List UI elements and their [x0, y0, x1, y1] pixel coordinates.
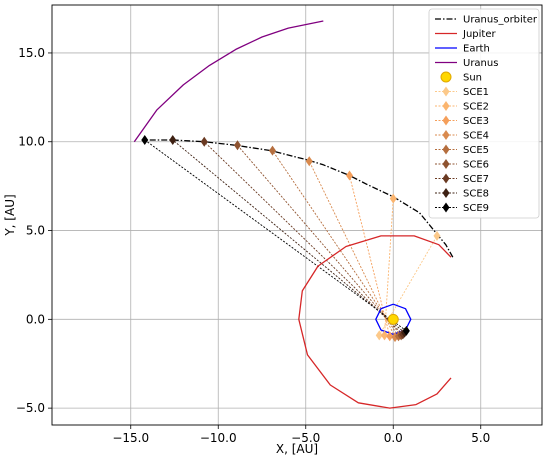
sce-start-marker [386, 331, 394, 342]
legend-label: Sun [463, 73, 482, 84]
legend-label: SCE6 [463, 160, 489, 171]
legend-diamond-handle [442, 188, 450, 198]
sce-transfer-line [308, 161, 396, 338]
y-tick-label: 0.0 [26, 312, 45, 326]
legend-diamond-handle [442, 202, 450, 213]
sce-transfer-line [172, 139, 405, 333]
legend-diamond-handle [442, 144, 450, 155]
sce-start-marker [402, 325, 410, 336]
legend-label: Uranus_orbiter [463, 15, 538, 26]
legend-diamond-handle [442, 86, 450, 97]
sce-start-marker [375, 330, 383, 341]
x-tick-label: −10.0 [200, 431, 237, 445]
legend-diamond-handle [442, 159, 450, 169]
sce-start-marker [381, 330, 388, 341]
plot-frame [51, 4, 543, 426]
legend-label: Uranus [463, 58, 498, 69]
sce-transfer-line [203, 141, 404, 335]
legend-diamond-handle [442, 101, 450, 111]
legend-box [428, 8, 540, 219]
legend-sun-handle [440, 71, 452, 83]
legend-label: SCE1 [463, 87, 489, 98]
x-tick-label: −5.0 [291, 431, 320, 445]
sce-end-marker [389, 193, 397, 204]
series-line-uranus [133, 20, 324, 143]
sun-marker [387, 313, 399, 325]
ticks: −15.0 −10.0 −5.0 0.0 5.0 −5.0 0.0 5.0 10.0 15.0 [16, 46, 490, 445]
series-line-earth [375, 303, 412, 336]
sce-end-marker [269, 145, 276, 156]
y-tick-label: 15.0 [18, 46, 45, 60]
series-line-jupiter [298, 235, 452, 409]
marker-layer [141, 134, 441, 343]
series-line-uranus-orbiter [144, 139, 454, 258]
legend-label: SCE5 [463, 145, 489, 156]
sce-transfer-line [272, 150, 399, 337]
legend-label: SCE4 [463, 131, 489, 142]
sce-end-marker [305, 156, 313, 167]
legend-diamond-handle [442, 115, 450, 126]
legend-label: Earth [463, 44, 490, 55]
x-tick-label: 0.0 [384, 431, 403, 445]
legend-label: SCE9 [463, 203, 489, 214]
y-axis-label: Y, [AU] [3, 194, 17, 236]
legend-diamond-handle [442, 173, 450, 184]
sce-transfer-line [144, 139, 407, 332]
legend: Uranus_orbiter Jupiter Earth Uranus Sun SCE1 S… [428, 8, 540, 219]
y-tick-label: −5.0 [16, 401, 45, 415]
sce-end-marker [141, 134, 149, 145]
x-axis-label: X, [AU] [276, 442, 318, 456]
legend-label: SCE2 [463, 102, 489, 113]
legend-label: SCE3 [463, 116, 489, 127]
x-tick-label: 5.0 [471, 431, 490, 445]
legend-diamond-handle [442, 130, 450, 140]
sce-end-marker [433, 230, 441, 241]
sce-end-marker [169, 134, 177, 145]
y-tick-label: 10.0 [18, 135, 45, 149]
sce-end-marker [200, 136, 208, 147]
legend-label: SCE7 [463, 174, 489, 185]
sce-transfer-line [384, 198, 394, 336]
legend-label: SCE8 [463, 189, 489, 200]
series-layer [133, 20, 454, 409]
sce-end-marker [346, 170, 353, 181]
sce-end-marker [234, 140, 241, 151]
x-tick-label: −15.0 [112, 431, 149, 445]
legend-label: Jupiter [462, 29, 496, 40]
sce-transfer-line [349, 175, 391, 337]
y-tick-label: 5.0 [26, 224, 45, 238]
